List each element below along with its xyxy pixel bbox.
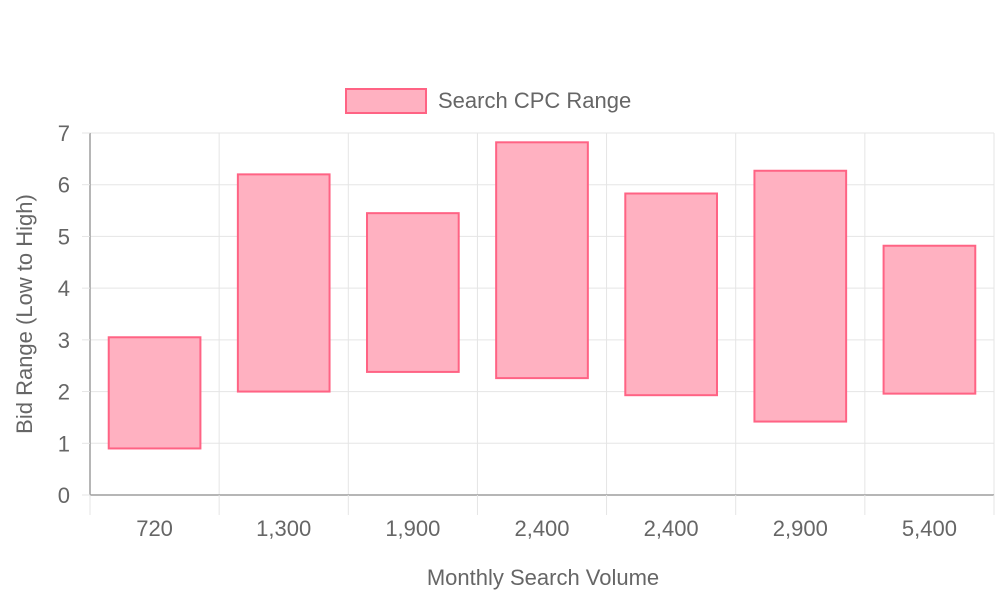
y-tick-label: 3 bbox=[58, 328, 70, 353]
y-tick-label: 4 bbox=[58, 276, 70, 301]
range-bar[interactable] bbox=[624, 192, 718, 397]
legend-swatch bbox=[345, 88, 427, 114]
y-tick-labels: 0 1 2 3 4 5 6 7 bbox=[58, 121, 70, 508]
range-bar[interactable] bbox=[882, 244, 977, 395]
range-bar[interactable] bbox=[107, 336, 202, 450]
x-tick-label: 1,900 bbox=[385, 516, 440, 541]
x-axis-title: Monthly Search Volume bbox=[427, 565, 659, 590]
range-bar[interactable] bbox=[366, 212, 460, 373]
y-axis-title: Bid Range (Low to High) bbox=[12, 194, 37, 434]
x-tick-label: 720 bbox=[136, 516, 173, 541]
x-tick-label: 2,900 bbox=[773, 516, 828, 541]
legend-label: Search CPC Range bbox=[438, 88, 631, 113]
legend[interactable]: Search CPC Range bbox=[345, 88, 631, 114]
y-tick-label: 0 bbox=[58, 483, 70, 508]
range-bar[interactable] bbox=[236, 173, 331, 393]
y-tick-label: 5 bbox=[58, 224, 70, 249]
bars bbox=[107, 141, 977, 450]
x-tick-label: 2,400 bbox=[514, 516, 569, 541]
x-tick-labels: 720 1,300 1,900 2,400 2,400 2,900 5,400 bbox=[136, 516, 957, 541]
range-bar[interactable] bbox=[753, 169, 848, 423]
axes bbox=[82, 132, 995, 515]
y-tick-label: 6 bbox=[58, 173, 70, 198]
range-bar[interactable] bbox=[495, 141, 589, 380]
x-tick-label: 2,400 bbox=[644, 516, 699, 541]
x-tick-label: 5,400 bbox=[902, 516, 957, 541]
y-tick-label: 1 bbox=[58, 431, 70, 456]
y-tick-label: 7 bbox=[58, 121, 70, 146]
x-tick-label: 1,300 bbox=[256, 516, 311, 541]
y-tick-label: 2 bbox=[58, 380, 70, 405]
